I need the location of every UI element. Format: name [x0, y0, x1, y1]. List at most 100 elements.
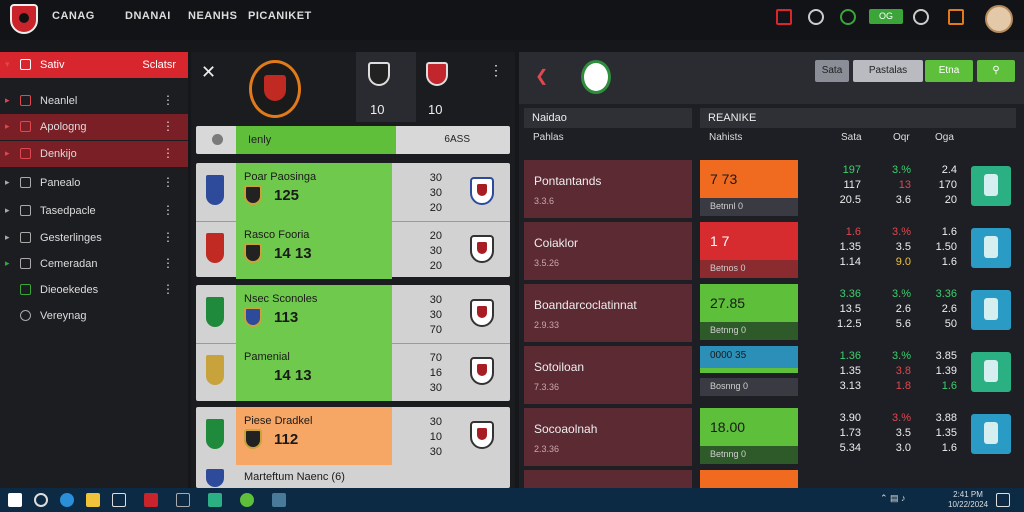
chat-icon[interactable]: [808, 9, 824, 25]
more-icon[interactable]: ⋮: [162, 203, 174, 217]
odds-tile[interactable]: 27.85: [700, 284, 798, 322]
notification-icon[interactable]: [776, 9, 792, 25]
odds-tile[interactable]: 7 73: [700, 160, 798, 198]
markets-subheader: Pahlas: [533, 132, 564, 143]
search-button[interactable]: ⚲: [977, 60, 1015, 82]
app-logo[interactable]: [10, 4, 38, 34]
extra-button[interactable]: Etna: [925, 60, 973, 82]
user-avatar[interactable]: [985, 5, 1013, 33]
more-icon[interactable]: ⋮: [489, 62, 503, 78]
app-icon[interactable]: [208, 493, 222, 507]
match-row[interactable]: Pamenial 14 13 70 16 30: [196, 343, 510, 401]
top-bar: CANAG DNANAI NEANHS PICANIKET OG: [0, 0, 1024, 40]
sidebar-item-dieoekedes[interactable]: Dieoekedes ⋮: [0, 277, 188, 303]
team-name: Poar Paosinga: [244, 171, 317, 183]
start-icon[interactable]: [8, 493, 22, 507]
match-card[interactable]: Piese Dradkel 112 30 10 30 Marteftum Naenc…: [196, 407, 510, 488]
app-icon[interactable]: [112, 493, 126, 507]
team-name: Rasco Fooria: [244, 229, 310, 241]
flag-icon: [206, 419, 224, 449]
app-icon[interactable]: [240, 493, 254, 507]
team-crest-icon: [249, 60, 301, 118]
more-icon[interactable]: ⋮: [162, 93, 174, 107]
search-icon[interactable]: [34, 493, 48, 507]
nav-item-1[interactable]: CANAG: [52, 10, 95, 22]
odds-column: 30 30 20: [429, 172, 442, 214]
settings-icon[interactable]: [913, 9, 929, 25]
match-row[interactable]: Rasco Fooria 14 13 20 30 20: [196, 221, 510, 279]
match-row[interactable]: Nsec Sconoles 113 30 30 70: [196, 285, 510, 343]
back-arrow-icon[interactable]: ❮: [535, 68, 549, 85]
more-icon[interactable]: ⋮: [162, 175, 174, 189]
more-icon[interactable]: ⋮: [162, 146, 174, 160]
sidebar-item-sativ[interactable]: ▾ Sativ Sclatsr: [0, 52, 188, 78]
matches-button[interactable]: Pastalas: [853, 60, 923, 82]
odds-tile[interactable]: 1 7: [700, 222, 798, 260]
app-icon[interactable]: [272, 493, 286, 507]
sidebar-item-label: Dieoekedes: [40, 284, 99, 296]
sidebar-item-tasedpacle[interactable]: ▸ Tasedpacle ⋮: [0, 198, 188, 224]
notification-center-icon[interactable]: [996, 493, 1010, 507]
odds-column: 20 30 20: [429, 230, 442, 272]
team-score: 14 13: [274, 367, 312, 384]
match-card[interactable]: Poar Paosinga 125 30 30 20 Rasco Fooria 14…: [196, 163, 510, 279]
sidebar-item-vereynag[interactable]: Vereynag: [0, 303, 188, 329]
nav-item-3[interactable]: NEANHS: [188, 10, 238, 22]
sidebar-item-neanlel[interactable]: ▸ Neanlel ⋮: [0, 88, 188, 114]
online-badge[interactable]: OG: [869, 9, 903, 24]
stat-col-a: 3.36 13.5 1.2.5: [837, 288, 862, 330]
nav-item-2[interactable]: DNANAI: [125, 10, 171, 22]
stat-col-a: 1.36 1.35 3.13: [839, 350, 861, 392]
stat-col-b: 3.% 3.8 1.8: [892, 350, 911, 392]
match-row[interactable]: Poar Paosinga 125 30 30 20: [196, 163, 510, 221]
app-icon[interactable]: [176, 493, 190, 507]
match-row[interactable]: Marteftum Naenc (6): [196, 465, 510, 488]
tray-icons[interactable]: ⌃ ▤ ♪: [880, 493, 906, 503]
sidebar-item-denkijo[interactable]: ▸ Denkijo ⋮: [0, 141, 188, 167]
odds-tile[interactable]: 18.00: [700, 408, 798, 446]
market-row-card[interactable]: [524, 470, 692, 488]
market-row-card[interactable]: Sotoiloan 7.3.36: [524, 346, 692, 404]
sidebar-item-apologng[interactable]: ▸ Apologng ⋮: [0, 114, 188, 140]
match-filter-bar[interactable]: Ienly 6ASS: [196, 126, 510, 154]
match-row[interactable]: Piese Dradkel 112 30 10 30: [196, 407, 510, 465]
stats-button[interactable]: Sata: [815, 60, 849, 82]
flag-icon: [206, 233, 224, 263]
more-icon[interactable]: ⋮: [162, 119, 174, 133]
close-icon[interactable]: ✕: [201, 62, 217, 82]
folder-icon[interactable]: [86, 493, 100, 507]
odds-tile[interactable]: 0000 35: [700, 346, 798, 368]
app-icon[interactable]: [144, 493, 158, 507]
sidebar-item-label: Panealo: [40, 177, 81, 189]
market-row-card[interactable]: Pontantands 3.3.6: [524, 160, 692, 218]
status-icon[interactable]: [840, 9, 856, 25]
kit-icon[interactable]: [971, 228, 1011, 268]
sidebar-item-cemeradan[interactable]: ▸ Cemeradan ⋮: [0, 251, 188, 277]
kit-icon[interactable]: [971, 166, 1011, 206]
more-icon[interactable]: ⋮: [162, 282, 174, 296]
sidebar-item-gesterlinges[interactable]: ▸ Gesterlinges ⋮: [0, 225, 188, 251]
browser-icon[interactable]: [60, 493, 74, 507]
wallet-icon[interactable]: [948, 9, 964, 25]
odds-tile[interactable]: [700, 470, 798, 488]
chevron-right-icon: ▸: [5, 205, 10, 215]
more-icon[interactable]: ⋮: [162, 230, 174, 244]
market-row-card[interactable]: Socoaolnah 2.3.36: [524, 408, 692, 466]
sidebar-item-panealo[interactable]: ▸ Panealo ⋮: [0, 170, 188, 196]
sidebar-item-label: Cemeradan: [40, 258, 98, 270]
folder-icon: [20, 205, 31, 216]
team-tab-away[interactable]: 10: [416, 52, 496, 122]
kit-icon[interactable]: [971, 352, 1011, 392]
nav-item-4[interactable]: PICANIKET: [248, 10, 312, 22]
sidebar-item-label: Tasedpacle: [40, 205, 96, 217]
market-row-card[interactable]: Boandarcoclatinnat 2.9.33: [524, 284, 692, 342]
folder-icon: [20, 258, 31, 269]
market-row-card[interactable]: Coiaklor 3.5.26: [524, 222, 692, 280]
kit-icon[interactable]: [971, 414, 1011, 454]
kit-icon[interactable]: [971, 290, 1011, 330]
clock[interactable]: 2:41 PM 10/22/2024: [948, 490, 989, 509]
more-icon[interactable]: ⋮: [162, 256, 174, 270]
match-card[interactable]: Nsec Sconoles 113 30 30 70 Pamenial 14 13 …: [196, 285, 510, 401]
sidebar-item-label: Gesterlinges: [40, 232, 102, 244]
home-icon: [20, 59, 31, 70]
